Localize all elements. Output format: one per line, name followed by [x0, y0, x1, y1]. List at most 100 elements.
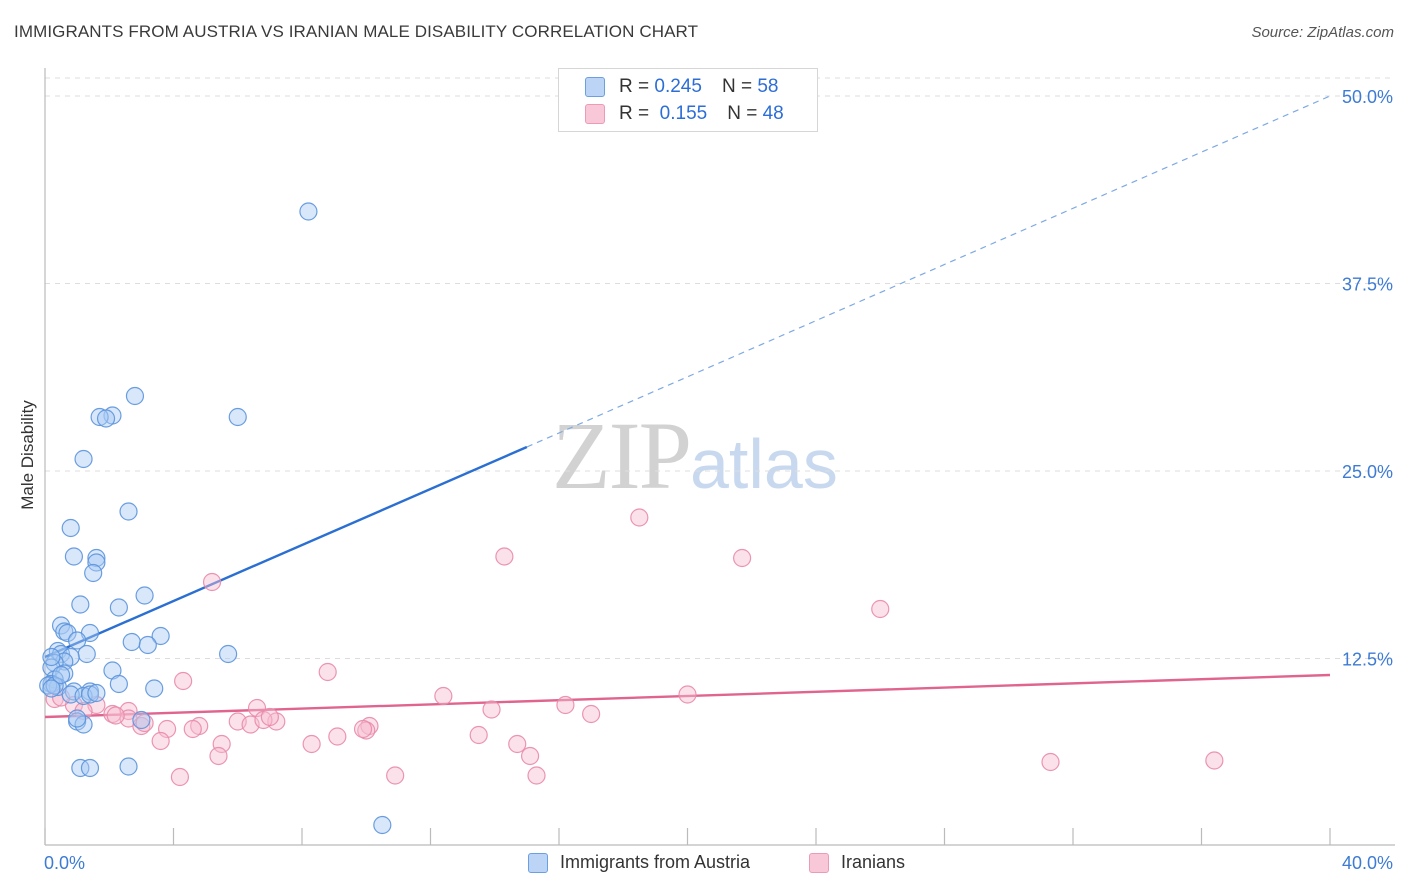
point-iranians — [556, 695, 575, 715]
point-austria — [373, 815, 392, 835]
point-iranians — [353, 719, 373, 739]
point-austria — [74, 449, 93, 469]
point-austria — [58, 623, 77, 643]
axes — [44, 68, 1395, 846]
point-austria — [87, 548, 106, 568]
point-iranians — [520, 746, 540, 766]
bottom-legend-label-austria: Immigrants from Austria — [560, 852, 751, 872]
x-tick-label: 0.0% — [44, 853, 85, 873]
point-iranians — [202, 572, 222, 592]
point-iranians — [678, 685, 697, 704]
point-iranians — [469, 725, 488, 745]
point-austria — [299, 202, 318, 221]
point-iranians — [74, 701, 93, 721]
point-austria — [90, 407, 109, 427]
legend-row-iranians: R = 0.155 N = 48 — [585, 103, 784, 125]
point-iranians — [328, 727, 347, 746]
point-austria — [109, 598, 128, 617]
point-iranians — [212, 734, 231, 754]
point-austria — [151, 626, 170, 646]
legend-swatch-pink — [585, 104, 605, 124]
point-iranians — [482, 700, 501, 719]
point-iranians — [1205, 751, 1224, 770]
point-iranians — [434, 686, 453, 706]
bottom-legend-label-iranians: Iranians — [841, 852, 906, 872]
point-austria — [132, 710, 151, 730]
point-austria — [145, 679, 164, 698]
watermark-atlas: atlas — [690, 425, 838, 503]
point-austria — [71, 758, 90, 778]
watermark-zip: ZIP — [552, 402, 692, 509]
point-iranians — [630, 508, 649, 527]
point-austria — [219, 644, 238, 664]
point-iranians — [302, 734, 321, 754]
point-iranians — [209, 746, 228, 766]
point-austria — [138, 635, 157, 655]
legend-n-label: N = — [721, 76, 753, 97]
point-austria — [64, 547, 84, 566]
point-austria — [71, 595, 90, 614]
point-austria — [135, 586, 154, 605]
trend-lines — [44, 95, 1331, 719]
point-austria — [122, 632, 141, 652]
point-austria — [119, 502, 138, 521]
legend-n-value: 48 — [762, 103, 784, 124]
legend-swatch-blue — [585, 77, 605, 97]
point-iranians — [132, 716, 151, 736]
point-austria — [84, 563, 103, 583]
point-iranians — [386, 766, 405, 785]
point-austria — [228, 407, 247, 427]
bottom-legend-swatch-blue — [528, 852, 548, 873]
point-iranians — [527, 766, 546, 785]
point-austria — [109, 674, 128, 694]
point-iranians — [260, 707, 279, 727]
point-austria — [125, 386, 145, 406]
legend-r-label: R = — [619, 103, 650, 124]
point-iranians — [170, 767, 190, 787]
point-iranians — [174, 671, 193, 691]
point-austria — [51, 665, 71, 685]
tick-labels: 12.5% 25.0% 37.5% 50.0% 0.0% 40.0% — [44, 87, 1393, 873]
point-austria — [96, 409, 116, 428]
legend-n-label: N = — [727, 103, 758, 124]
point-austria — [87, 683, 106, 703]
point-iranians — [733, 548, 752, 568]
point-iranians — [183, 719, 202, 739]
trend-line-austria-extension — [526, 95, 1331, 448]
point-austria — [61, 518, 80, 538]
source-label: Source: ZipAtlas.com — [1251, 24, 1394, 41]
y-tick-label: 12.5% — [1342, 650, 1393, 670]
legend-n-value: 58 — [757, 76, 779, 97]
point-iranians — [495, 547, 514, 566]
point-austria — [77, 644, 96, 664]
bottom-legend-austria: Immigrants from Austria — [528, 852, 750, 873]
grid-lines — [45, 77, 1395, 659]
y-tick-label: 37.5% — [1342, 275, 1393, 295]
y-tick-label: 50.0% — [1342, 87, 1393, 107]
legend-box: R = 0.245 N = 58 R = 0.155 N = 48 — [558, 68, 818, 132]
legend-r-value: 0.155 — [659, 103, 708, 124]
bottom-legend-iranians: Iranians — [809, 852, 905, 873]
x-tick-label: 40.0% — [1342, 853, 1393, 873]
point-austria — [87, 553, 106, 572]
legend-r-value: 0.245 — [654, 76, 702, 97]
point-austria — [68, 631, 87, 650]
point-austria — [119, 757, 138, 776]
point-iranians — [582, 704, 601, 724]
point-austria — [80, 685, 100, 704]
chart-title: IMMIGRANTS FROM AUSTRIA VS IRANIAN MALE … — [14, 22, 699, 41]
point-iranians — [106, 706, 125, 725]
point-iranians — [318, 662, 337, 682]
point-iranians — [508, 734, 527, 754]
point-iranians — [871, 599, 890, 619]
legend-r-label: R = — [619, 76, 650, 97]
point-austria — [42, 647, 61, 667]
point-austria — [42, 679, 61, 698]
data-points — [39, 202, 1224, 835]
y-tick-label: 25.0% — [1342, 462, 1393, 482]
watermark: ZIPatlas — [552, 400, 838, 511]
point-austria — [80, 758, 100, 778]
trend-line-iranians — [44, 673, 1331, 719]
point-austria — [45, 676, 64, 695]
